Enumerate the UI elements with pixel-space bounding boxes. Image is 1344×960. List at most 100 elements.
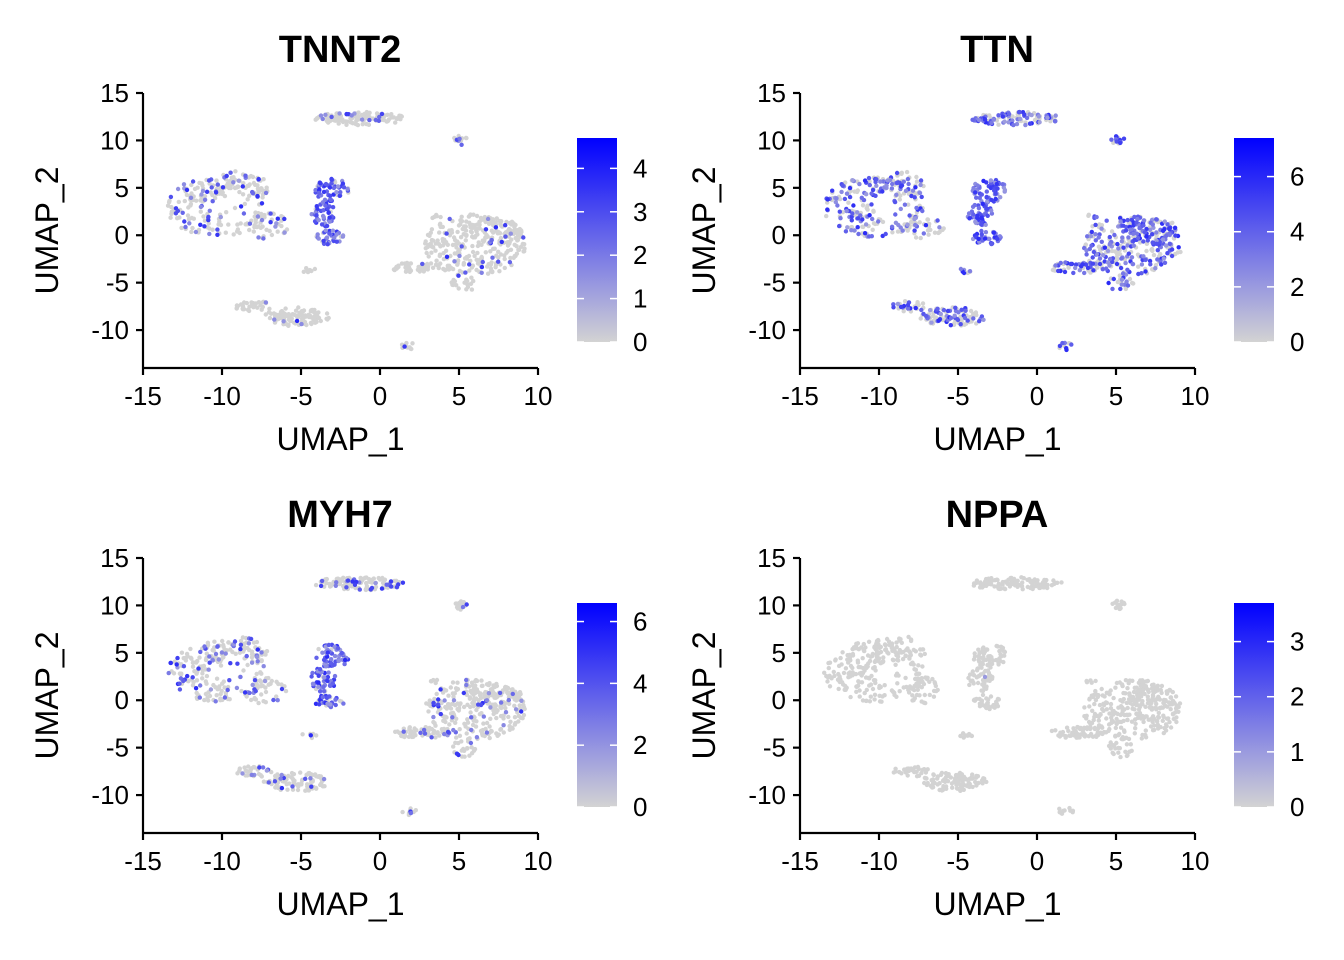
cell-point [290, 787, 296, 792]
cell-point [1002, 649, 1008, 655]
cell-point [400, 734, 406, 739]
cell-point [970, 669, 975, 674]
cell-point [997, 648, 1002, 654]
cell-point-expressed [1018, 116, 1023, 122]
cell-point [251, 180, 257, 186]
cell-point [240, 307, 246, 312]
cell-point-expressed [341, 701, 346, 706]
cell-point [842, 687, 847, 692]
cell-point-expressed [333, 702, 338, 708]
cell-point [465, 720, 471, 725]
cell-point-expressed [1154, 217, 1159, 222]
scatter-points [166, 575, 527, 818]
cell-point-expressed [935, 306, 940, 311]
cell-point-expressed [983, 230, 989, 235]
cell-point [471, 748, 477, 753]
cell-point-expressed [469, 715, 474, 720]
cell-point [494, 715, 499, 721]
y-tick-label: -5 [763, 733, 786, 763]
cell-point [251, 305, 256, 310]
cell-point-expressed [259, 217, 265, 223]
cell-point-expressed [227, 678, 232, 683]
cell-point [1066, 265, 1071, 270]
cell-point [259, 658, 264, 663]
cell-point [429, 227, 435, 232]
cell-point-expressed [279, 686, 285, 692]
cell-point-expressed [976, 205, 982, 211]
cell-point [435, 730, 440, 735]
cell-point-expressed [408, 810, 414, 816]
cell-point [1168, 725, 1174, 730]
cell-point [371, 576, 376, 581]
cell-point [235, 227, 241, 232]
cell-point [308, 320, 314, 326]
cell-point [263, 689, 269, 695]
cell-point [923, 770, 929, 775]
cell-point [873, 678, 878, 683]
cell-point-expressed [878, 179, 883, 184]
cell-point-expressed [321, 657, 327, 663]
cell-point [356, 110, 361, 115]
cell-point-expressed [972, 202, 977, 208]
cell-point [263, 700, 268, 705]
cell-point [1142, 679, 1147, 685]
cell-point [862, 648, 867, 654]
cell-point [871, 666, 876, 671]
cell-point [1136, 264, 1141, 269]
y-tick-label: 0 [115, 685, 129, 715]
y-tick-label: -10 [748, 780, 786, 810]
cell-point-expressed [519, 709, 524, 714]
cell-point-expressed [975, 183, 980, 188]
cell-point [493, 220, 498, 225]
cell-point-expressed [967, 269, 973, 274]
cell-point [1091, 694, 1096, 700]
cell-point [495, 733, 500, 738]
cell-point-expressed [188, 195, 194, 200]
cell-point-expressed [966, 211, 972, 216]
cell-point-expressed [989, 197, 994, 203]
cell-point-expressed [359, 117, 365, 122]
cell-point [1174, 719, 1179, 725]
cell-point [456, 286, 461, 291]
cell-point-expressed [327, 219, 332, 224]
cell-point-expressed [1090, 255, 1095, 260]
cell-point-expressed [884, 183, 889, 188]
cell-point-expressed [979, 228, 984, 234]
cell-point-expressed [929, 320, 934, 325]
y-tick-label: 15 [100, 543, 129, 573]
cell-point-expressed [910, 188, 916, 193]
cell-point-expressed [1002, 119, 1007, 124]
cell-point-expressed [1091, 268, 1096, 273]
cell-point [190, 683, 196, 688]
cell-point-expressed [175, 208, 181, 214]
y-tick-label: 0 [772, 220, 786, 250]
cell-point-expressed [953, 305, 958, 310]
cell-point [941, 784, 946, 789]
cell-point-expressed [329, 177, 334, 182]
cell-point-expressed [334, 190, 339, 195]
cell-point [906, 690, 912, 695]
cell-point-expressed [1154, 241, 1159, 246]
cell-point [1137, 704, 1143, 710]
legend-tick-label: 3 [633, 197, 647, 227]
cell-point [471, 718, 476, 723]
cell-point [915, 300, 920, 305]
cell-point-expressed [198, 649, 203, 655]
cell-point [1133, 726, 1138, 731]
cell-point [925, 767, 930, 772]
cell-point-expressed [185, 673, 190, 679]
x-tick-label: 10 [524, 846, 553, 876]
cell-point [179, 225, 184, 231]
cell-point [464, 135, 469, 141]
cell-point-expressed [459, 244, 464, 249]
cell-point [227, 184, 232, 190]
cell-point-expressed [456, 273, 461, 278]
cell-point [860, 203, 866, 208]
cell-point-expressed [316, 684, 321, 689]
cell-point [350, 121, 355, 126]
legend-tick-label: 4 [633, 153, 647, 183]
cell-point [827, 660, 833, 665]
cell-point [204, 673, 210, 679]
cell-point-expressed [324, 235, 330, 240]
cell-point-expressed [234, 685, 240, 691]
